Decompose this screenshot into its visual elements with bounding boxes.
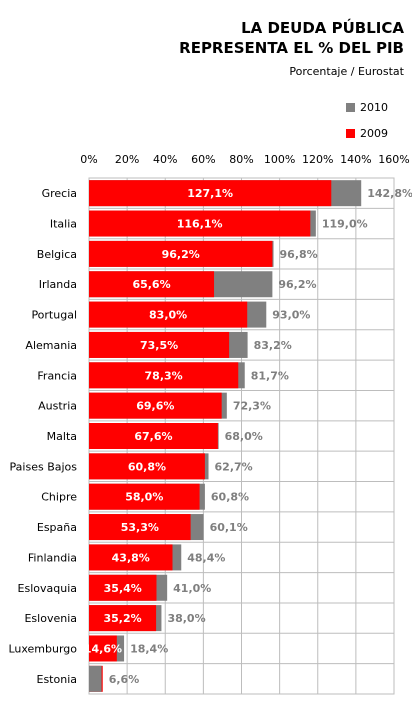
data-label-2009: 69,6%	[136, 400, 174, 413]
data-label-2009: 60,8%	[128, 460, 166, 473]
category-label: Estonia	[37, 673, 78, 686]
bar-2009	[89, 635, 117, 662]
data-label-2010: 93,0%	[272, 309, 310, 322]
legend-label-2009: 2009	[360, 126, 388, 140]
chart-title-line-2: REPRESENTA EL % DEL PIB	[179, 39, 404, 57]
chart-title: LA DEUDA PÚBLICA REPRESENTA EL % DEL PIB	[179, 18, 404, 58]
data-label-2010: 81,7%	[251, 369, 289, 382]
category-label: Alemania	[25, 339, 77, 352]
category-label: Malta	[47, 430, 77, 443]
data-label-2010: 48,4%	[187, 551, 225, 564]
bar-2009	[89, 544, 173, 571]
bar-2010	[89, 665, 102, 692]
data-label-2009: 116,1%	[177, 218, 223, 231]
legend-swatch-2009	[346, 128, 355, 138]
category-label: Irlanda	[39, 278, 77, 291]
bar-2009	[89, 271, 215, 298]
category-label: España	[37, 521, 77, 534]
data-label-2009: 127,1%	[187, 187, 233, 200]
category-label: Luxemburgo	[8, 642, 77, 655]
data-label-2010: 96,8%	[280, 248, 318, 261]
category-label: Eslovaquia	[18, 582, 77, 595]
x-tick-label: 140%	[340, 153, 371, 166]
category-label: Portugal	[31, 309, 77, 322]
x-tick-label: 60%	[191, 153, 215, 166]
data-label-2009: 78,3%	[145, 369, 183, 382]
x-tick-label: 120%	[302, 153, 333, 166]
x-tick-label: 100%	[264, 153, 295, 166]
chart-subtitle: Porcentaje / Eurostat	[289, 65, 404, 78]
chart-title-line-1: LA DEUDA PÚBLICA	[241, 19, 404, 37]
data-label-2010: 68,0%	[225, 430, 263, 443]
data-label-2010: 96,2%	[278, 278, 316, 291]
data-label-2010: 38,0%	[167, 612, 205, 625]
category-label: Belgica	[37, 248, 77, 261]
bar-2009	[89, 605, 157, 632]
legend-label-2010: 2010	[360, 100, 388, 114]
data-label-2010: 72,3%	[233, 400, 271, 413]
data-label-2010: 6,6%	[109, 673, 140, 686]
data-label-2009: 53,3%	[121, 521, 159, 534]
data-label-2009: 35,4%	[104, 582, 142, 595]
category-label: Grecia	[42, 187, 77, 200]
bar-2009	[89, 574, 157, 601]
category-label: Eslovenia	[24, 612, 77, 625]
data-label-2009: 58,0%	[125, 491, 163, 504]
bar-2009	[89, 483, 200, 510]
bar-2009	[89, 301, 248, 328]
x-tick-label: 40%	[153, 153, 177, 166]
legend-item-2009: 2009	[346, 120, 388, 146]
data-label-2010: 83,2%	[254, 339, 292, 352]
data-label-2010: 142,8%	[367, 187, 412, 200]
data-label-2009: 43,8%	[112, 551, 150, 564]
data-label-2009: 65,6%	[132, 278, 170, 291]
data-label-2009: 83,0%	[149, 309, 187, 322]
bar-2009	[89, 423, 218, 449]
x-tick-label: 160%	[378, 153, 409, 166]
data-label-2010: 18,4%	[130, 642, 168, 655]
data-label-2009: 35,2%	[103, 612, 141, 625]
bar-2009	[89, 514, 191, 541]
data-label-2009: 14,6%	[84, 642, 122, 655]
category-label: Italia	[50, 218, 77, 231]
bar-2009	[89, 240, 273, 267]
category-label: Austria	[38, 400, 77, 413]
x-tick-label: 80%	[229, 153, 253, 166]
data-label-2010: 60,1%	[210, 521, 248, 534]
category-label: Paises Bajos	[10, 460, 78, 473]
bar-2009	[89, 210, 311, 237]
bar-2009	[89, 453, 205, 480]
category-label: Francia	[37, 369, 77, 382]
data-label-2010: 62,7%	[215, 460, 253, 473]
data-label-2009: 96,2%	[162, 248, 200, 261]
data-label-2009: 73,5%	[140, 339, 178, 352]
legend-item-2010: 2010	[346, 94, 388, 120]
bar-2009	[89, 392, 222, 419]
x-tick-label: 0%	[80, 153, 97, 166]
bar-2009	[89, 331, 230, 358]
data-label-2010: 41,0%	[173, 582, 211, 595]
legend: 2010 2009	[346, 94, 388, 146]
bar-2009	[89, 180, 332, 207]
legend-swatch-2010	[346, 102, 355, 112]
data-label-2009: 67,6%	[134, 430, 172, 443]
category-label: Finlandia	[28, 551, 77, 564]
data-label-2010: 60,8%	[211, 491, 249, 504]
x-tick-label: 20%	[115, 153, 139, 166]
bar-2009	[89, 362, 239, 389]
category-label: Chipre	[41, 491, 77, 504]
data-label-2010: 119,0%	[322, 218, 368, 231]
